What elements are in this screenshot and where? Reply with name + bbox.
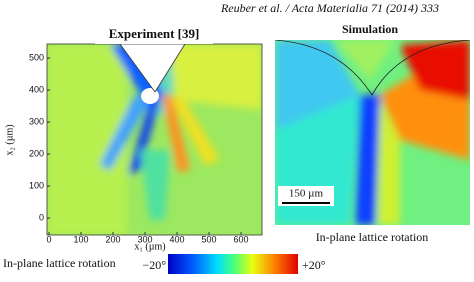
caption: In-plane lattice rotation	[316, 230, 429, 244]
x-tick-label: 400	[169, 234, 184, 244]
panel-title: Experiment [39]	[109, 26, 200, 41]
y-tick-label: 100	[29, 180, 44, 190]
colorbar-label: In-plane lattice rotation	[3, 256, 116, 270]
x-tick-label: 0	[46, 234, 51, 244]
y-tick-label: 200	[29, 148, 44, 158]
x-tick-label: 500	[201, 234, 216, 244]
colorbar-max: +20°	[302, 258, 326, 272]
citation: Reuber et al. / Acta Materialia 71 (2014…	[220, 1, 439, 15]
y-tick-label: 0	[39, 212, 44, 222]
scale-bar-label: 150 µm	[289, 188, 324, 200]
scale-bar-box	[278, 186, 334, 206]
y-tick-label: 400	[29, 84, 44, 94]
simulation-map	[275, 40, 470, 225]
panel-title: Simulation	[342, 22, 398, 36]
indenter-edge	[154, 43, 186, 93]
x-tick-label: 100	[73, 234, 88, 244]
y-tick-label: 300	[29, 116, 44, 126]
y-tick-label: 500	[29, 52, 44, 62]
colorbar	[168, 254, 298, 274]
title-bg	[95, 26, 213, 44]
experiment-map	[47, 44, 262, 235]
x-tick-label: 600	[233, 234, 248, 244]
indenter-edge	[119, 43, 156, 93]
colorbar-min: −20°	[142, 258, 166, 272]
x-tick-label: 300	[137, 234, 152, 244]
x-axis-label: x₁ (µm)	[134, 241, 165, 252]
y-axis-label: x₂ (µm)	[4, 124, 15, 155]
x-tick-label: 200	[105, 234, 120, 244]
